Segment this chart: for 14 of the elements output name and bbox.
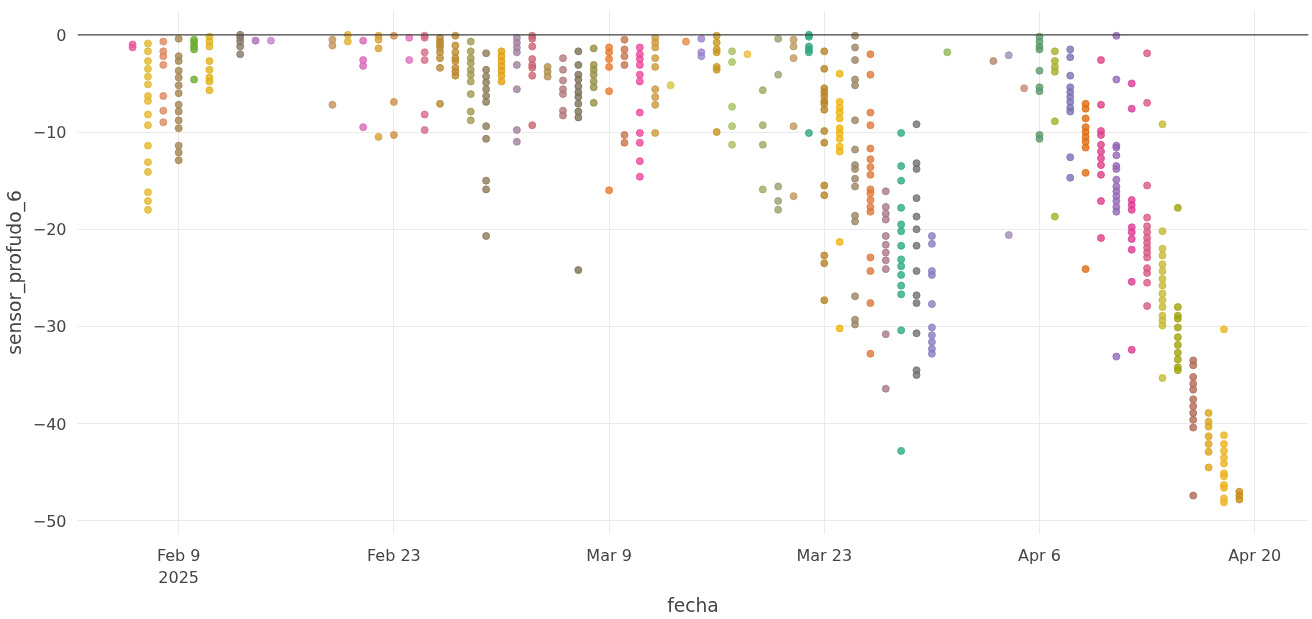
y-tick-label: 0 [56, 25, 67, 45]
y-tick-label: −40 [32, 414, 67, 434]
x-tick-label: Feb 9 2025 [156, 545, 201, 588]
x-tick-label: Apr 20 [1228, 545, 1282, 565]
x-tick-label: Mar 23 [796, 545, 853, 565]
y-tick-label: −10 [32, 123, 67, 143]
y-tick-label: −20 [32, 220, 67, 240]
x-axis-title: fecha [667, 595, 719, 617]
x-tick-label: Feb 23 [367, 545, 421, 565]
x-tick-label: Apr 6 [1018, 545, 1061, 565]
x-tick-label: Mar 9 [586, 545, 632, 565]
y-tick-label: −30 [32, 317, 67, 337]
y-axis-title: sensor_profudo_6 [3, 190, 26, 355]
y-tick-label: −50 [32, 511, 67, 531]
